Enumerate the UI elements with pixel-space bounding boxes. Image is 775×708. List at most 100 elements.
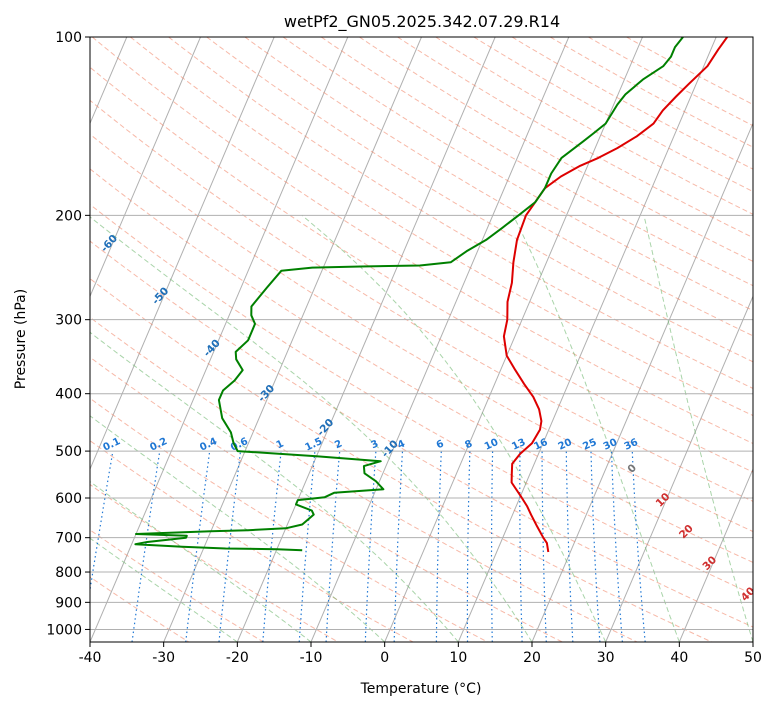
- y-tick-label: 800: [55, 565, 82, 581]
- x-tick-label: -30: [152, 650, 175, 666]
- dry-adiabat-line: [397, 37, 753, 239]
- dry-adiabat-line: [90, 316, 638, 642]
- mixing-ratio-line: [590, 451, 601, 642]
- dry-adiabat-line: [473, 37, 753, 193]
- mixing-ratio-line: [631, 451, 646, 642]
- dry-adiabat-line: [244, 37, 753, 337]
- dry-adiabat-line: [90, 278, 712, 642]
- dry-adiabat-line: [168, 37, 753, 389]
- mixing-ratio-label: 36: [623, 437, 640, 453]
- mixing-ratio-line: [364, 451, 377, 642]
- y-tick-label: 600: [55, 491, 82, 507]
- dry-adiabat-line: [90, 529, 264, 642]
- mixing-ratio-line: [541, 451, 547, 642]
- y-tick-label: 700: [55, 531, 82, 547]
- y-tick-label: 300: [55, 313, 82, 329]
- isotherm-line: [457, 37, 717, 642]
- y-tick-label: 400: [55, 387, 82, 403]
- dry-adiabat-line: [90, 203, 753, 595]
- isotherm-line: [90, 37, 201, 298]
- isotherm-line: [163, 37, 422, 642]
- dry-adiabat-line: [90, 133, 753, 533]
- mixing-ratio-label: 3: [369, 438, 380, 451]
- dry-adiabat-line: [90, 99, 753, 502]
- mixing-ratio-line: [435, 451, 442, 642]
- moist-adiabat-line: [90, 480, 312, 642]
- x-tick-label: 10: [449, 650, 467, 666]
- x-tick-label: 20: [523, 650, 541, 666]
- plot-frame: [89, 36, 754, 643]
- mixing-ratio-label: 10: [483, 437, 500, 453]
- y-axis-label: Pressure (hPa): [13, 289, 29, 389]
- mixing-ratio-line: [565, 451, 574, 642]
- mixing-ratio-label: 2: [333, 438, 344, 451]
- dry-adiabat-line: [320, 37, 753, 287]
- mixing-ratio-line: [325, 451, 341, 642]
- mixing-ratio-label: 30: [602, 437, 619, 453]
- mixing-ratio-line: [490, 451, 494, 642]
- dry-adiabat-line: [90, 66, 753, 473]
- x-tick-label: -20: [226, 650, 249, 666]
- isotherm-line: [678, 467, 753, 642]
- temperature-profile-line: [502, 37, 729, 553]
- background-lines: [90, 37, 753, 642]
- dry-adiabat-line: [90, 168, 753, 563]
- y-tick-label: 1000: [46, 622, 82, 638]
- y-tick-label: 200: [55, 208, 82, 224]
- y-tick-label: 100: [55, 30, 82, 46]
- dry-adiabat-line: [90, 440, 414, 642]
- dry-adiabat-line: [91, 37, 753, 445]
- mixing-ratio-line: [90, 450, 114, 594]
- x-tick-label: -40: [79, 650, 102, 666]
- isotherm-line: [605, 295, 753, 642]
- moist-adiabat-line: [90, 331, 459, 642]
- x-tick-label: 50: [744, 650, 762, 666]
- profiles: [134, 37, 729, 553]
- y-tick-label: 500: [55, 444, 82, 460]
- mixing-ratio-label: 6: [435, 438, 446, 451]
- dewpoint-profile-line: [134, 37, 684, 552]
- mixing-ratio-label: 1: [275, 438, 286, 451]
- dry-adiabat-line: [549, 37, 753, 148]
- x-tick-label: 0: [380, 650, 389, 666]
- moist-adiabat-line: [301, 214, 607, 642]
- x-axis-label: Temperature (°C): [360, 681, 482, 697]
- x-tick-label: 30: [597, 650, 615, 666]
- mixing-ratio-line: [131, 451, 161, 642]
- dry-adiabat-line: [130, 37, 753, 417]
- mixing-ratio-line: [185, 451, 211, 642]
- mixing-ratio-line: [218, 451, 242, 642]
- dry-adiabat-line: [206, 37, 753, 363]
- dry-adiabat-line: [90, 240, 753, 628]
- mixing-ratio-label: 16: [532, 437, 549, 453]
- moist-adiabat-line: [90, 216, 533, 642]
- mixing-ratio-line: [298, 451, 316, 642]
- mixing-ratio-line: [466, 451, 471, 642]
- mixing-ratio-line: [393, 451, 404, 642]
- moist-adiabat-line: [90, 537, 238, 642]
- mixing-ratio-label: 20: [557, 437, 574, 453]
- mixing-ratio-label: 13: [510, 437, 527, 453]
- isotherm-line: [384, 37, 643, 642]
- x-tick-label: -10: [300, 650, 323, 666]
- mixing-ratio-line: [519, 451, 523, 642]
- mixing-ratio-label: 8: [463, 438, 474, 451]
- dry-adiabat-line: [90, 397, 488, 642]
- isotherm-line: [90, 37, 349, 642]
- mixing-ratio-label: 25: [581, 437, 598, 453]
- x-tick-label: 40: [670, 650, 688, 666]
- y-tick-label: 900: [55, 595, 82, 611]
- chart-title: wetPf2_GN05.2025.342.07.29.R14: [284, 12, 560, 32]
- isotherm-line: [90, 37, 275, 471]
- mixing-ratio-label: 4: [396, 438, 407, 451]
- mixing-ratio-line: [610, 451, 623, 642]
- moist-adiabat-line: [90, 415, 386, 642]
- isotherm-line: [236, 37, 496, 642]
- isotherm-line: [531, 122, 753, 642]
- moist-adiabat-line: [643, 215, 753, 642]
- mixing-ratio-line: [262, 451, 282, 642]
- moist-adiabat-line: [512, 215, 680, 642]
